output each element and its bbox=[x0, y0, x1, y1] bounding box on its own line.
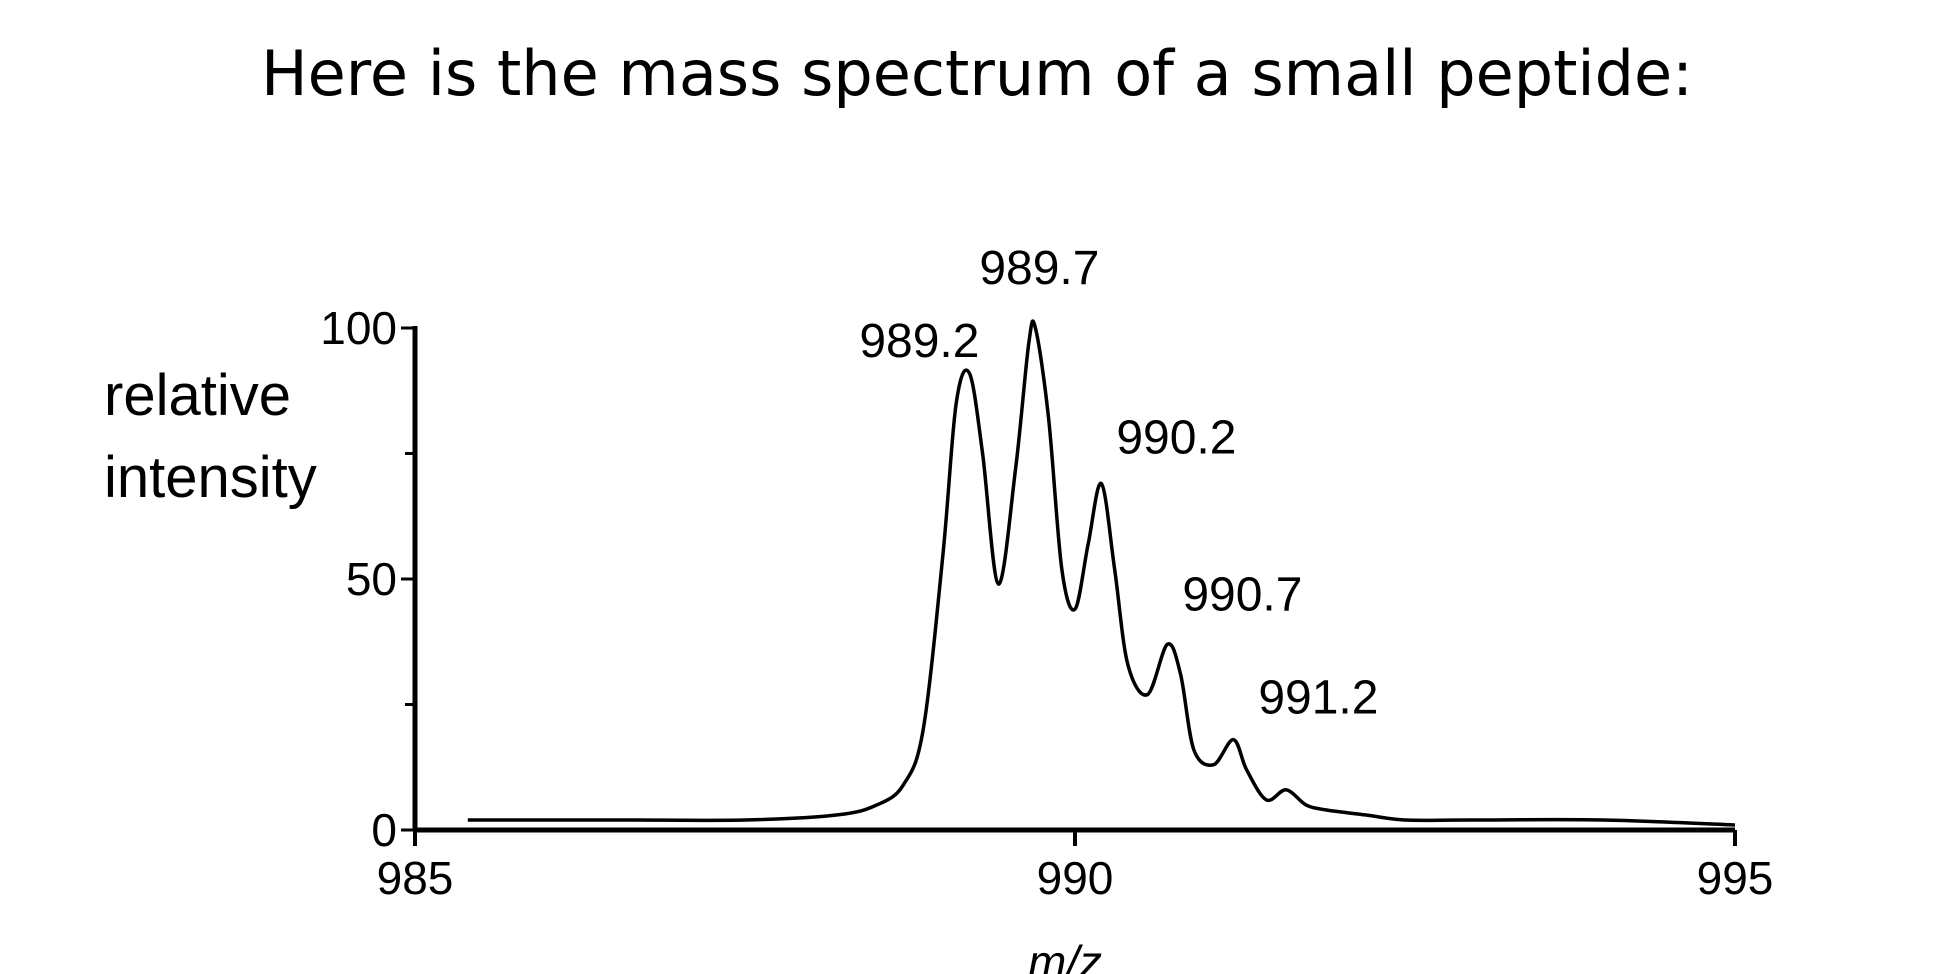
y-tick-label: 50 bbox=[346, 553, 397, 605]
peak-label: 989.2 bbox=[859, 315, 979, 368]
x-tick-label: 990 bbox=[1037, 852, 1114, 904]
y-axis-title: intensity bbox=[104, 445, 317, 510]
x-axis-title: m/z bbox=[1028, 936, 1102, 974]
ticks: 0 50 100 985 990 995 bbox=[320, 302, 1773, 904]
y-tick-label: 0 bbox=[371, 804, 397, 856]
slide-title: Here is the mass spectrum of a small pep… bbox=[260, 37, 1694, 110]
axis-titles: relative intensity m/z bbox=[104, 363, 1102, 974]
y-tick-label: 100 bbox=[320, 302, 397, 354]
peak-label: 991.2 bbox=[1258, 672, 1378, 725]
peak-label: 990.2 bbox=[1116, 412, 1236, 465]
y-axis-title: relative bbox=[104, 363, 291, 428]
peak-label: 990.7 bbox=[1182, 568, 1302, 621]
spectrum-line bbox=[467, 319, 1736, 827]
x-tick-label: 995 bbox=[1697, 852, 1774, 904]
peak-label: 989.7 bbox=[979, 242, 1099, 295]
axes bbox=[412, 326, 1735, 833]
x-tick-label: 985 bbox=[377, 852, 454, 904]
series-group bbox=[467, 319, 1736, 827]
